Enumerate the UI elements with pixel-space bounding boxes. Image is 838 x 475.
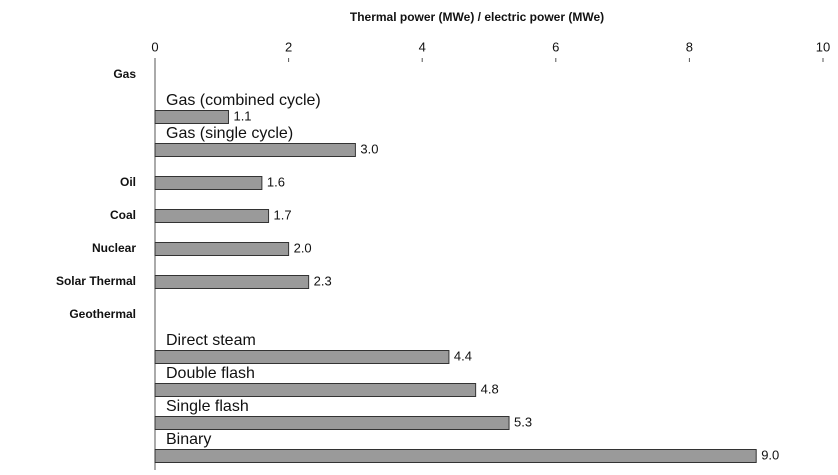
x-tick-label: 8: [686, 39, 693, 54]
value-label: 4.4: [454, 348, 472, 363]
x-axis-label: Thermal power (MWe) / electric power (MW…: [350, 10, 604, 24]
bar: [154, 209, 270, 223]
bar: [154, 143, 356, 157]
value-label: 1.7: [274, 207, 292, 222]
category-label: Gas (single cycle): [166, 125, 293, 142]
category-label: Single flash: [166, 398, 249, 415]
bar: [154, 350, 450, 364]
group-label: Oil: [120, 175, 136, 189]
bar: [154, 242, 290, 256]
bar: [154, 110, 229, 124]
group-label: Gas: [113, 67, 136, 81]
value-label: 5.3: [514, 414, 532, 429]
x-tick-label: 4: [419, 39, 426, 54]
value-label: 2.0: [294, 240, 312, 255]
bar: [154, 176, 263, 190]
value-label: 4.8: [481, 381, 499, 396]
group-label: Solar Thermal: [56, 274, 136, 288]
category-label: Double flash: [166, 365, 255, 382]
x-tick-label: 2: [285, 39, 292, 54]
value-label: 1.1: [233, 108, 251, 123]
bar: [154, 416, 510, 430]
bar: [154, 449, 757, 463]
x-tick-label: 10: [816, 39, 830, 54]
x-tick-label: 0: [151, 39, 158, 54]
value-label: 1.6: [267, 174, 285, 189]
category-label: Gas (combined cycle): [166, 92, 321, 109]
bar: [154, 275, 310, 289]
category-label: Direct steam: [166, 332, 256, 349]
group-label: Coal: [110, 208, 136, 222]
value-label: 9.0: [761, 447, 779, 462]
value-label: 2.3: [314, 273, 332, 288]
x-tick-label: 6: [552, 39, 559, 54]
bar: [154, 383, 477, 397]
group-label: Nuclear: [92, 241, 136, 255]
group-label: Geothermal: [69, 307, 136, 321]
value-label: 3.0: [360, 141, 378, 156]
category-label: Binary: [166, 431, 211, 448]
